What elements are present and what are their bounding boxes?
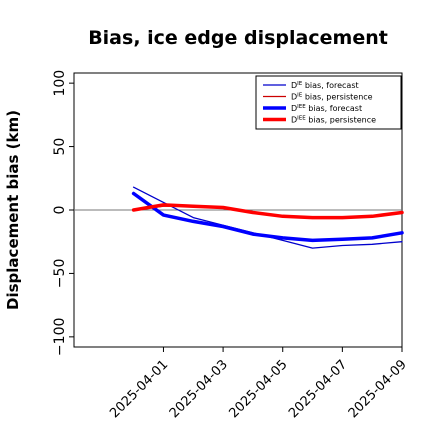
y-axis-label: Displacement bias (km): [4, 110, 22, 310]
series-group: [131, 186, 404, 249]
y-tick-label: 100: [52, 70, 68, 97]
legend-label-4: DIEE bias, persistence: [291, 116, 376, 125]
y-tick-label: −100: [52, 318, 68, 356]
y-tick-label: −50: [52, 259, 68, 289]
y-axis: 100 50 0 −50 −100: [52, 70, 74, 356]
x-tick-label: 2025-04-03: [167, 357, 231, 421]
y-tick-label: 0: [52, 206, 68, 215]
chart-title: Bias, ice edge displacement: [88, 27, 388, 49]
series-line-3: [131, 191, 404, 243]
x-axis: 2025-04-012025-04-032025-04-052025-04-07…: [107, 347, 410, 421]
y-tick-label: 50: [52, 138, 68, 156]
x-tick-label: 2025-04-07: [286, 357, 350, 421]
series-line-4: [131, 203, 404, 220]
x-tick-label: 2025-04-05: [227, 357, 291, 421]
legend: DIE bias, forecast DIE bias, persistence D…: [255, 75, 402, 130]
legend-label-3: DIEE bias, forecast: [291, 104, 362, 113]
x-tick-label: 2025-04-09: [346, 357, 410, 421]
x-tick-label: 2025-04-01: [107, 357, 171, 421]
legend-label-1: DIE bias, forecast: [291, 81, 359, 90]
legend-label-2: DIE bias, persistence: [291, 93, 373, 102]
